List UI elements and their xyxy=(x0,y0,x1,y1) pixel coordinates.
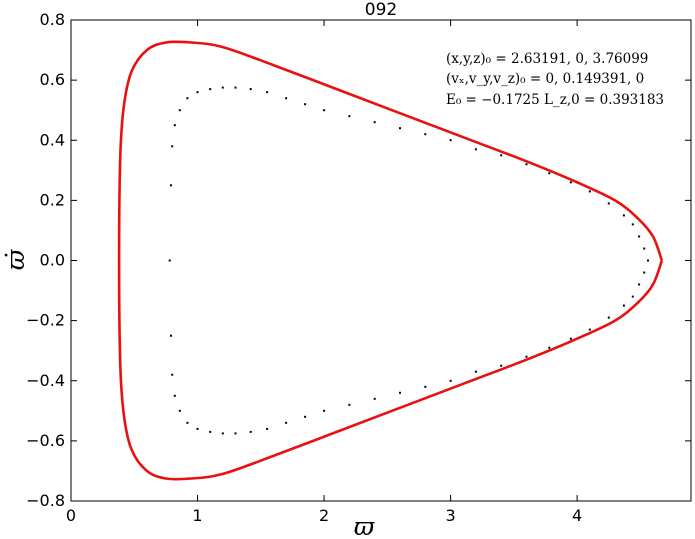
series-point-1 xyxy=(373,397,376,400)
series-point-1 xyxy=(424,133,427,136)
series-point-1 xyxy=(631,295,634,298)
series-point-1 xyxy=(304,415,307,418)
series-point-1 xyxy=(209,88,212,91)
x-tick-label: 0 xyxy=(66,506,76,525)
chart-title: 092 xyxy=(365,0,397,20)
series-point-1 xyxy=(638,235,641,238)
series-point-1 xyxy=(622,304,625,307)
series-point-1 xyxy=(173,124,176,127)
series-point-1 xyxy=(399,127,401,130)
series-point-1 xyxy=(373,121,376,124)
series-point-1 xyxy=(474,370,477,373)
y-tick-label: 0.0 xyxy=(40,251,65,270)
series-point-1 xyxy=(186,97,189,100)
y-tick-label: 0.4 xyxy=(40,130,65,149)
series-point-1 xyxy=(348,115,351,118)
series-point-1 xyxy=(500,364,503,367)
series-point-1 xyxy=(249,88,252,91)
series-point-1 xyxy=(249,430,252,433)
series-point-1 xyxy=(399,391,401,394)
y-tick-label: −0.4 xyxy=(26,371,65,390)
annotation-box: (x,y,z)₀ = 2.63191, 0, 3.76099 (vₓ,v_y,v… xyxy=(446,51,664,108)
series-point-1 xyxy=(285,97,288,100)
series-point-1 xyxy=(323,109,326,112)
annotation-initial-position: (x,y,z)₀ = 2.63191, 0, 3.76099 xyxy=(446,51,648,67)
x-tick-label: 3 xyxy=(445,506,455,525)
series-point-1 xyxy=(196,91,199,94)
series-point-1 xyxy=(607,316,610,319)
series-point-1 xyxy=(569,181,572,184)
series-point-1 xyxy=(266,91,269,94)
x-tick-label: 2 xyxy=(319,506,329,525)
series-point-1 xyxy=(588,190,591,193)
series-point-1 xyxy=(643,271,646,274)
y-tick-label: 0.6 xyxy=(40,70,65,89)
series-point-1 xyxy=(186,421,189,424)
series-point-1 xyxy=(474,148,477,151)
series-point-1 xyxy=(548,172,551,175)
series-point-1 xyxy=(643,247,646,250)
series-point-1 xyxy=(622,214,625,217)
series-point-1 xyxy=(304,103,307,106)
series-point-1 xyxy=(178,409,181,412)
series-point-1 xyxy=(168,259,171,262)
series-point-1 xyxy=(173,394,176,397)
series-point-1 xyxy=(171,145,174,148)
y-tick-label: −0.2 xyxy=(26,311,65,330)
series-point-1 xyxy=(171,373,174,376)
series-point-1 xyxy=(588,328,591,331)
x-tick-label: 1 xyxy=(192,506,202,525)
series-point-1 xyxy=(631,223,634,226)
x-axis-label: ϖ xyxy=(354,512,375,539)
series-point-1 xyxy=(221,432,224,435)
series-point-1 xyxy=(323,409,326,412)
series-point-1 xyxy=(449,379,452,382)
y-tick-label: 0.2 xyxy=(40,190,65,209)
series-point-1 xyxy=(647,259,649,262)
y-tick-label: −0.6 xyxy=(26,431,65,450)
y-tick-label: 0.8 xyxy=(40,10,65,29)
series-point-1 xyxy=(500,154,503,157)
series-point-1 xyxy=(170,334,172,337)
series-point-1 xyxy=(221,86,224,89)
series-point-1 xyxy=(266,427,269,430)
series-point-1 xyxy=(209,430,212,433)
series-point-1 xyxy=(285,421,288,424)
series-line-0 xyxy=(117,40,664,481)
series-point-1 xyxy=(607,202,610,205)
series-point-1 xyxy=(525,355,528,358)
series-point-1 xyxy=(234,86,237,89)
annotation-energy-momentum: E₀ = −0.1725 L_z,0 = 0.393183 xyxy=(446,92,664,108)
x-tick-label: 4 xyxy=(572,506,582,525)
y-tick-label: −0.8 xyxy=(26,491,65,510)
series-point-1 xyxy=(348,403,351,406)
series-point-1 xyxy=(424,385,427,388)
series-point-1 xyxy=(170,184,172,187)
series-point-1 xyxy=(638,283,641,286)
series-point-1 xyxy=(548,346,551,349)
series-point-1 xyxy=(196,427,199,430)
annotation-initial-velocity: (vₓ,v_y,v_z)₀ = 0, 0.149391, 0 xyxy=(446,71,644,87)
series-point-1 xyxy=(234,432,237,435)
series-point-1 xyxy=(449,139,452,142)
series-point-1 xyxy=(525,163,528,166)
series-point-1 xyxy=(569,337,572,340)
y-axis-label: ϖ̇ xyxy=(1,249,30,270)
series-point-1 xyxy=(178,109,181,112)
